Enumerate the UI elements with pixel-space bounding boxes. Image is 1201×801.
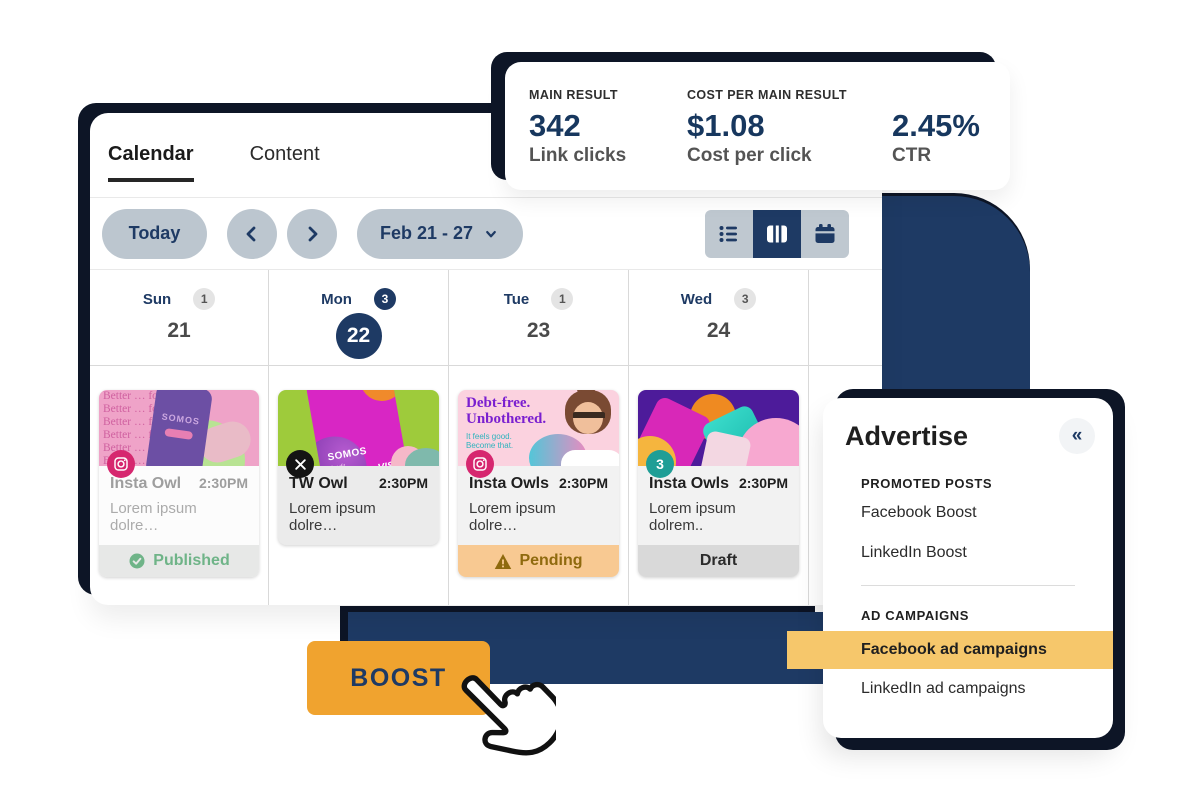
previous-week-button[interactable] bbox=[227, 208, 277, 259]
brand-text: SOMOS bbox=[161, 411, 201, 427]
list-view-icon bbox=[719, 226, 737, 242]
day-name: Wed bbox=[680, 290, 713, 308]
post-count-badge: 3 bbox=[373, 288, 396, 310]
menu-item-facebook-boost[interactable]: Facebook Boost bbox=[861, 504, 977, 521]
metric-main-result: MAIN RESULT 342 Link clicks bbox=[529, 88, 627, 166]
post-excerpt: Lorem ipsum dolre… bbox=[289, 500, 376, 534]
phone-button-graphic bbox=[164, 428, 194, 440]
tab-calendar[interactable]: Calendar bbox=[108, 143, 194, 182]
person-glasses bbox=[573, 412, 605, 425]
day-header-row: Sun 1 21 Mon 3 22 Tue 1 23 bbox=[90, 270, 882, 366]
double-chevron-left-icon: « bbox=[1071, 425, 1083, 446]
month-view-button[interactable] bbox=[801, 210, 849, 258]
chevron-down-icon bbox=[486, 230, 496, 237]
day-cell-mon: SOMOS Credit VISA TW bbox=[268, 366, 448, 605]
status-badge-draft: Draft bbox=[638, 545, 799, 577]
post-time: 2:30PM bbox=[378, 475, 428, 491]
day-name: Tue bbox=[503, 290, 530, 308]
post-image-credit-cards bbox=[638, 390, 799, 466]
day-cell-wed: 3 Insta Owls 2:30PM Lorem ipsum dolrem..… bbox=[628, 366, 808, 605]
tab-content[interactable]: Content bbox=[249, 143, 320, 165]
day-cell-tue: Debt-free. Unbothered. It feels good. Be… bbox=[448, 366, 628, 605]
post-count-badge: 3 bbox=[734, 288, 757, 310]
menu-item-facebook-ad-campaigns[interactable]: Facebook ad campaigns bbox=[787, 631, 1113, 669]
check-circle-icon bbox=[129, 553, 145, 569]
boost-button[interactable]: BOOST bbox=[307, 641, 490, 715]
account-name: Insta Owls bbox=[649, 475, 730, 492]
view-switcher bbox=[705, 210, 849, 258]
week-columns-view-button[interactable] bbox=[753, 210, 801, 258]
status-badge-pending: Pending bbox=[458, 545, 619, 577]
day-header-tue[interactable]: Tue 1 23 bbox=[448, 270, 628, 365]
post-card-published[interactable]: Better … for everyoneBetter … for everyo… bbox=[99, 390, 259, 577]
advertise-panel-title: Advertise bbox=[845, 420, 969, 451]
day-date: 23 bbox=[526, 319, 551, 342]
day-cell-partial bbox=[808, 366, 882, 605]
post-excerpt: Lorem ipsum dolrem.. bbox=[649, 500, 736, 534]
account-name: Insta Owls bbox=[469, 475, 550, 492]
list-view-button[interactable] bbox=[705, 210, 753, 258]
teal-blob bbox=[405, 448, 439, 466]
account-name: TW Owl bbox=[289, 475, 348, 492]
menu-item-linkedin-ad-campaigns[interactable]: LinkedIn ad campaigns bbox=[861, 680, 1026, 697]
next-week-button[interactable] bbox=[287, 208, 337, 259]
ad-results-card: MAIN RESULT 342 Link clicks COST PER MAI… bbox=[505, 62, 1010, 190]
columns-view-icon bbox=[767, 225, 787, 243]
date-range-dropdown[interactable]: Feb 21 - 27 bbox=[357, 208, 523, 259]
day-header-wed[interactable]: Wed 3 24 bbox=[628, 270, 808, 365]
warning-icon bbox=[495, 553, 512, 569]
ad-headline: Debt-free. Unbothered. bbox=[466, 395, 547, 427]
day-cell-sun: Better … for everyoneBetter … for everyo… bbox=[90, 366, 268, 605]
post-excerpt: Lorem ipsum dolre… bbox=[469, 500, 556, 534]
post-time: 2:30PM bbox=[558, 475, 608, 491]
person-face bbox=[573, 402, 603, 434]
post-time: 2:30PM bbox=[198, 475, 248, 491]
today-date-circle: 22 bbox=[335, 313, 382, 359]
post-card-draft[interactable]: 3 Insta Owls 2:30PM Lorem ipsum dolrem..… bbox=[638, 390, 799, 577]
person-shoulders-graphic bbox=[561, 450, 619, 466]
chevron-right-icon bbox=[308, 226, 318, 241]
post-card-scheduled[interactable]: SOMOS Credit VISA TW bbox=[278, 390, 439, 545]
date-range-label: Feb 21 - 27 bbox=[379, 223, 474, 243]
tab-bar: Calendar Content bbox=[90, 113, 882, 198]
status-badge-published: Published bbox=[99, 545, 259, 577]
orange-blob bbox=[356, 390, 408, 405]
section-header-ad-campaigns: AD CAMPAIGNS bbox=[861, 608, 970, 623]
account-name: Insta Owl bbox=[110, 475, 182, 492]
section-header-promoted-posts: PROMOTED POSTS bbox=[861, 476, 993, 491]
post-excerpt: Lorem ipsum dolre… bbox=[110, 500, 197, 534]
instagram-icon bbox=[107, 450, 135, 478]
menu-item-linkedin-boost[interactable]: LinkedIn Boost bbox=[861, 544, 967, 561]
posts-row: Better … for everyoneBetter … for everyo… bbox=[90, 366, 882, 605]
today-button[interactable]: Today bbox=[102, 208, 207, 259]
ad-tagline: It feels good. Become that. bbox=[466, 432, 514, 450]
day-header-mon[interactable]: Mon 3 22 bbox=[268, 270, 448, 365]
day-date: 24 bbox=[706, 319, 731, 342]
hand-cursor-icon bbox=[461, 675, 556, 756]
section-divider bbox=[861, 585, 1075, 586]
post-card-pending[interactable]: Debt-free. Unbothered. It feels good. Be… bbox=[458, 390, 619, 577]
chevron-left-icon bbox=[246, 226, 256, 241]
metric-cost-per-result: COST PER MAIN RESULT $1.08 Cost per clic… bbox=[687, 88, 847, 166]
day-name: Sun bbox=[142, 290, 172, 308]
calendar-view-icon bbox=[815, 224, 835, 243]
grouped-posts-count-badge: 3 bbox=[646, 450, 674, 478]
metric-ctr: 2.45% CTR bbox=[892, 108, 980, 167]
calendar-panel: Calendar Content Today Feb 21 - 27 bbox=[90, 113, 882, 605]
instagram-icon bbox=[466, 450, 494, 478]
advertise-panel: Advertise « PROMOTED POSTS Facebook Boos… bbox=[787, 398, 1113, 738]
collapse-panel-button[interactable]: « bbox=[1059, 418, 1095, 454]
x-twitter-icon bbox=[286, 450, 314, 478]
post-time: 2:30PM bbox=[738, 475, 788, 491]
post-count-badge: 1 bbox=[193, 288, 216, 310]
post-count-badge: 1 bbox=[551, 288, 574, 310]
day-header-partial bbox=[808, 270, 882, 365]
day-name: Mon bbox=[321, 290, 352, 308]
phone-illustration: SOMOS bbox=[144, 390, 214, 466]
calendar-toolbar: Today Feb 21 - 27 bbox=[90, 198, 882, 270]
day-date: 21 bbox=[167, 319, 191, 342]
day-header-sun[interactable]: Sun 1 21 bbox=[90, 270, 268, 365]
